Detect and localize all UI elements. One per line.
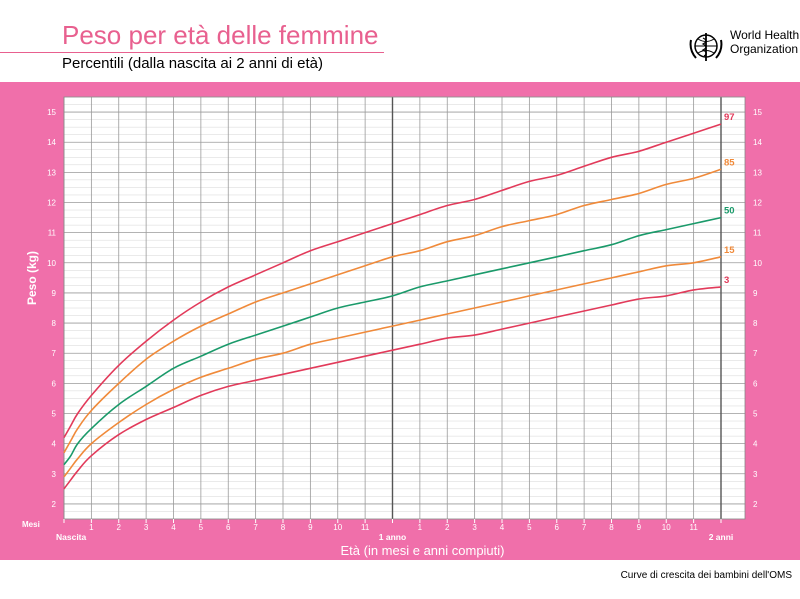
percentile-label-p85: 85 <box>724 157 735 168</box>
percentile-line-p85 <box>63 168 722 454</box>
x-tick-label: 8 <box>609 523 614 532</box>
x-tick-label: 3 <box>472 523 477 532</box>
percentile-line-p3 <box>63 286 722 490</box>
y-tick-label-right: 4 <box>753 440 758 449</box>
y-tick-label-left: 3 <box>52 470 57 479</box>
x-tick-label: 11 <box>361 523 370 532</box>
x-unit-label: Mesi <box>22 520 40 529</box>
page-title: Peso per età delle femmine <box>62 20 379 50</box>
y-tick-label-left: 6 <box>52 379 57 388</box>
x-tick-label: 2 anni <box>709 532 734 542</box>
x-tick-label: 6 <box>555 523 560 532</box>
y-tick-label-left: 12 <box>47 199 56 208</box>
y-tick-label-right: 12 <box>753 199 762 208</box>
y-tick-label-left: 14 <box>47 138 56 147</box>
y-tick-label-left: 9 <box>52 289 57 298</box>
y-tick-label-right: 15 <box>753 108 762 117</box>
y-tick-label-right: 11 <box>753 229 762 238</box>
x-tick-label: 4 <box>500 523 505 532</box>
x-tick-label: 9 <box>308 523 313 532</box>
y-tick-label-right: 5 <box>753 410 758 419</box>
percentile-label-p15: 15 <box>724 245 735 256</box>
x-tick-label: 4 <box>171 523 176 532</box>
x-tick-label: 11 <box>689 523 698 532</box>
x-tick-label: 7 <box>253 523 258 532</box>
y-tick-label-left: 5 <box>52 410 57 419</box>
y-tick-label-right: 2 <box>753 500 758 509</box>
x-tick-label: 5 <box>527 523 532 532</box>
logo-line-2: Organization <box>730 42 799 56</box>
x-tick-label: 10 <box>662 523 671 532</box>
y-tick-label-left: 11 <box>48 229 57 238</box>
y-tick-label-right: 6 <box>753 379 758 388</box>
x-tick-label: 2 <box>117 523 122 532</box>
x-tick-label: 8 <box>281 523 286 532</box>
y-tick-label-left: 7 <box>52 349 57 358</box>
y-tick-label-left: 10 <box>47 259 56 268</box>
percentile-label-p50: 50 <box>724 206 735 217</box>
y-tick-label-left: 2 <box>52 500 57 509</box>
y-tick-label-left: 4 <box>52 440 57 449</box>
x-tick-label: 1 anno <box>379 532 406 542</box>
who-logo-text: World Health Organization <box>730 28 799 56</box>
y-tick-label-right: 14 <box>753 138 762 147</box>
y-tick-label-right: 3 <box>753 470 758 479</box>
percentile-line-p50 <box>63 216 722 466</box>
y-tick-label-left: 13 <box>47 168 56 177</box>
chart-panel: 2 2 3 3 4 4 5 5 6 6 7 7 8 8 9 9 10 10 11 11 12 12 13 13 14 14 15 15… <box>0 82 800 560</box>
x-tick-label: Nascita <box>56 532 87 542</box>
y-tick-label-left: 8 <box>52 319 57 328</box>
y-tick-label-left: 15 <box>47 108 56 117</box>
x-tick-label: 9 <box>637 523 642 532</box>
percentile-label-p3: 3 <box>724 275 729 286</box>
y-tick-label-right: 10 <box>753 259 762 268</box>
logo-line-1: World Health <box>730 28 800 42</box>
y-axis-label: Peso (kg) <box>25 251 39 305</box>
percentile-line-p97 <box>63 123 722 438</box>
footer-caption: Curve di crescita dei bambini dell'OMS <box>620 570 792 581</box>
x-tick-label: 7 <box>582 523 587 532</box>
x-tick-label: 2 <box>445 523 450 532</box>
percentile-line-p15 <box>63 256 722 478</box>
y-tick-label-right: 13 <box>753 168 762 177</box>
title-underline <box>0 52 384 53</box>
x-tick-label: 3 <box>144 523 149 532</box>
y-tick-label-right: 7 <box>753 349 758 358</box>
x-axis-label: Età (in mesi e anni compiuti) <box>340 543 504 558</box>
who-emblem-icon <box>689 33 723 61</box>
x-tick-label: 5 <box>199 523 204 532</box>
x-tick-label: 10 <box>333 523 342 532</box>
x-tick-label: 6 <box>226 523 231 532</box>
percentile-label-p97: 97 <box>724 112 735 123</box>
y-tick-label-right: 9 <box>753 289 758 298</box>
plot-frame <box>63 96 746 520</box>
y-tick-label-right: 8 <box>753 319 758 328</box>
x-tick-label: 1 <box>89 523 94 532</box>
page-subtitle: Percentili (dalla nascita ai 2 anni di e… <box>62 55 323 72</box>
x-tick-label: 1 <box>418 523 423 532</box>
